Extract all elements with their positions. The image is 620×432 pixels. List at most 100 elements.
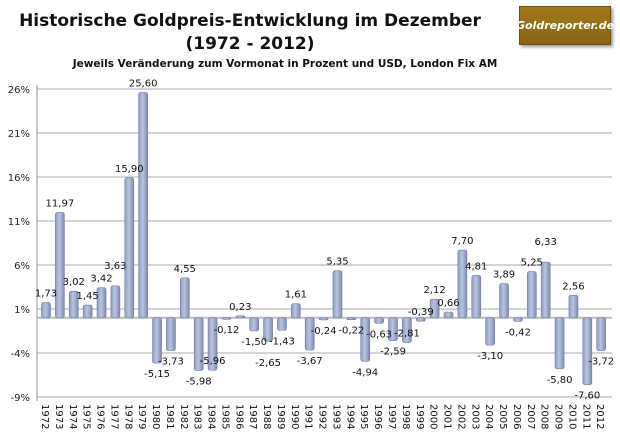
x-tick-label: 1978 [122,404,133,429]
bar-1974 [68,290,79,319]
bar-2002 [457,249,468,319]
data-label-1989: -1,43 [269,336,295,347]
data-label-1975: 1,45 [77,291,99,302]
data-label-2010: 2,56 [562,281,584,292]
bar-1987 [249,317,259,332]
x-tick-label: 2005 [497,404,508,429]
x-tick-label: 1990 [289,404,300,429]
x-tick-label: 2008 [539,404,550,429]
bar-2004 [485,317,495,346]
bar-1994 [346,317,357,321]
x-tick-label: 1983 [192,404,203,429]
data-label-1984: -5,96 [200,356,226,367]
x-tick-label: 1992 [317,404,328,429]
data-label-1976: 3,42 [90,274,112,285]
bar-2012 [596,317,607,351]
bar-1991 [304,317,315,351]
data-label-1973: 11,97 [46,198,75,209]
x-tick-label: 1987 [247,404,258,429]
data-label-1980: -5,15 [144,369,170,380]
x-tick-label: 1997 [386,404,397,429]
x-tick-label: 1979 [136,404,147,429]
data-label-1994: -0,22 [338,326,364,337]
data-label-1997: -2,59 [380,347,406,358]
y-tick-label: -9% [11,393,30,404]
data-label-1981: -3,73 [158,357,184,368]
x-tick-label: 1994 [344,404,355,429]
data-label-1998: -2,81 [394,329,420,340]
x-tick-label: 2010 [566,404,577,429]
x-tick-label: 2006 [511,404,522,429]
x-tick-label: 1998 [400,404,411,429]
bar-2001 [443,311,454,319]
x-tick-label: 2011 [580,404,591,429]
x-tick-label: 2000 [428,404,439,429]
bar-2000 [429,298,440,319]
y-tick-label: 6% [14,261,30,272]
chart-title-line2: (1972 - 2012) [185,34,315,54]
bar-2005 [499,283,509,319]
x-tick-label: 2001 [442,404,453,429]
bar-1983 [193,317,204,371]
x-tick-label: 1995 [358,404,369,429]
data-label-2004: -3,10 [477,351,503,362]
x-tick-label: 1991 [303,404,314,429]
data-label-2012: -3,72 [588,357,614,368]
data-label-2011: -7,60 [574,391,600,402]
data-label-1974: 3,02 [63,277,85,288]
x-tick-label: 2002 [455,404,466,429]
data-label-1988: -2,65 [255,358,281,369]
x-tick-label: 1996 [372,404,383,429]
data-label-1995: -4,94 [352,367,378,378]
data-label-2005: 3,89 [493,270,515,281]
data-label-1977: 3,63 [104,261,126,272]
bar-1973 [55,212,65,319]
x-tick-label: 1974 [67,404,78,429]
x-tick-label: 1982 [178,404,189,429]
bar-1975 [82,304,93,319]
x-tick-label: 1984 [206,404,217,429]
bar-1980 [152,317,162,364]
bar-2009 [554,317,565,370]
x-tick-label: 1980 [150,404,161,429]
x-tick-label: 1985 [219,404,230,429]
x-tick-label: 1986 [233,404,244,429]
bar-1977 [110,285,121,319]
bar-1999 [415,317,426,322]
data-label-1996: -0,63 [366,329,392,340]
data-label-1983: -5,98 [186,376,212,387]
bar-1995 [360,317,371,362]
data-label-2001: 0,66 [437,298,459,309]
bar-1985 [221,317,232,320]
bar-1976 [96,287,107,319]
y-tick-label: 11% [8,217,30,228]
x-tick-label: 1977 [108,404,119,429]
data-label-1991: -3,67 [297,356,323,367]
x-tick-label: 1981 [164,404,175,429]
bar-1982 [180,277,190,319]
x-tick-label: 2004 [483,404,494,429]
chart-title-line1: Historische Goldpreis-Entwicklung im Dez… [19,11,481,31]
data-label-2000: 2,12 [424,285,446,296]
bar-1990 [291,303,301,319]
x-tick-label: 1975 [81,404,92,429]
data-label-2003: 4,81 [465,261,487,272]
y-tick-label: 1% [14,305,30,316]
bar-1972 [41,302,51,319]
bar-1984 [207,317,218,371]
bar-2011 [582,317,593,385]
bar-1989 [277,317,287,331]
data-label-1979: 25,60 [129,79,158,90]
bar-1978 [124,177,135,319]
y-tick-label: 16% [8,173,30,184]
chart-subtitle: Jeweils Veränderung zum Vormonat in Proz… [72,58,498,70]
x-tick-label: 1976 [95,404,106,429]
bar-2003 [471,275,482,319]
data-label-1987: -1,50 [241,337,267,348]
bar-1986 [235,315,246,319]
data-label-1985: -0,12 [214,325,240,336]
bar-2007 [526,271,537,319]
y-tick-label: 26% [8,85,30,96]
goldreporter-logo: Goldreporter.de [516,6,614,45]
